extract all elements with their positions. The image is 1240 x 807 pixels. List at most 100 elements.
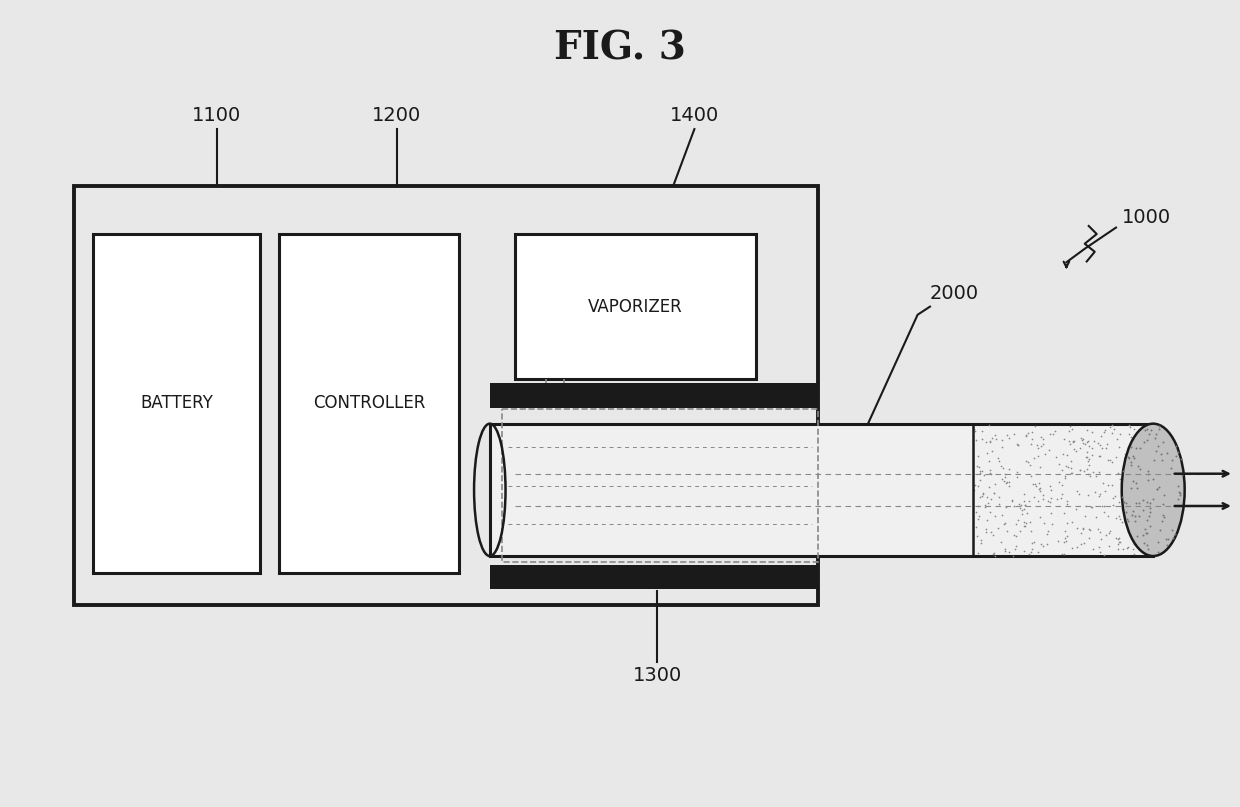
Point (982, 445, 1002, 458)
Point (1140, 509, 1159, 522)
Point (1022, 425, 1042, 438)
Point (1121, 463, 1141, 476)
Point (1076, 500, 1096, 512)
Point (1109, 536, 1128, 549)
Point (1063, 436, 1083, 449)
Point (1131, 462, 1151, 475)
Point (1061, 466, 1081, 479)
Point (1084, 435, 1104, 448)
Point (1133, 421, 1153, 434)
Point (1086, 511, 1106, 524)
Point (994, 516, 1014, 529)
Bar (74, 186, 818, 605)
Point (970, 474, 990, 487)
Point (992, 459, 1012, 472)
Point (1105, 490, 1125, 503)
Point (1100, 421, 1120, 434)
Point (1137, 507, 1157, 520)
Point (1022, 525, 1042, 537)
Point (1127, 508, 1147, 521)
Point (1042, 506, 1061, 519)
Point (1090, 487, 1110, 500)
Point (1040, 428, 1060, 441)
Point (977, 513, 997, 526)
Point (1019, 495, 1039, 508)
Point (1121, 459, 1141, 472)
Point (1052, 479, 1071, 491)
Point (1024, 491, 1044, 504)
Point (1127, 482, 1147, 495)
Point (1153, 509, 1173, 522)
Point (1039, 444, 1059, 457)
Point (1109, 467, 1128, 480)
Point (1016, 519, 1035, 532)
Point (1058, 461, 1078, 474)
Point (1091, 429, 1111, 442)
Point (1083, 466, 1102, 479)
Point (1126, 441, 1146, 454)
Point (1033, 488, 1053, 501)
Point (1121, 482, 1141, 495)
Point (1030, 537, 1050, 550)
Point (1075, 509, 1095, 522)
Point (1096, 529, 1116, 541)
Point (1157, 538, 1177, 551)
Point (1016, 499, 1035, 512)
Point (1024, 451, 1044, 464)
Point (1060, 462, 1080, 475)
Point (983, 548, 1003, 561)
Point (996, 501, 1016, 514)
Point (1095, 549, 1115, 562)
Point (1004, 500, 1024, 512)
Point (1158, 533, 1178, 546)
Point (1056, 535, 1076, 548)
Point (1123, 422, 1143, 435)
Point (1135, 431, 1154, 444)
Point (1014, 487, 1034, 500)
Point (1021, 546, 1040, 558)
Point (1102, 491, 1122, 504)
Point (1131, 533, 1151, 546)
Point (1095, 500, 1115, 512)
Point (1018, 456, 1038, 469)
Point (1054, 433, 1074, 445)
Point (1152, 515, 1172, 528)
Text: 2000: 2000 (930, 283, 980, 303)
Point (968, 479, 988, 492)
Point (970, 465, 990, 478)
Point (1109, 495, 1128, 508)
Point (1141, 501, 1161, 514)
Point (1073, 433, 1092, 445)
Point (1089, 449, 1109, 462)
Point (1056, 460, 1076, 473)
Point (1168, 480, 1188, 493)
Point (1003, 550, 1023, 562)
Point (1100, 454, 1120, 466)
Point (968, 500, 988, 512)
Point (983, 547, 1003, 560)
Point (1138, 468, 1158, 481)
Text: 1300: 1300 (632, 666, 682, 685)
Point (1099, 479, 1118, 491)
Point (981, 526, 1001, 539)
Point (1099, 509, 1118, 522)
Point (1126, 533, 1146, 546)
Point (1121, 441, 1141, 454)
Point (965, 424, 985, 437)
Point (1127, 466, 1147, 479)
Point (1142, 548, 1162, 561)
Point (985, 487, 1004, 500)
Point (1078, 463, 1097, 476)
Point (992, 441, 1012, 454)
Point (1052, 487, 1071, 500)
Point (1014, 545, 1034, 558)
Point (1087, 437, 1107, 449)
Point (1131, 535, 1151, 548)
Point (1066, 521, 1086, 534)
Point (1111, 484, 1131, 497)
Point (1017, 455, 1037, 468)
Point (1023, 478, 1043, 491)
Point (1137, 422, 1157, 435)
Point (1121, 461, 1141, 474)
Point (992, 433, 1012, 446)
